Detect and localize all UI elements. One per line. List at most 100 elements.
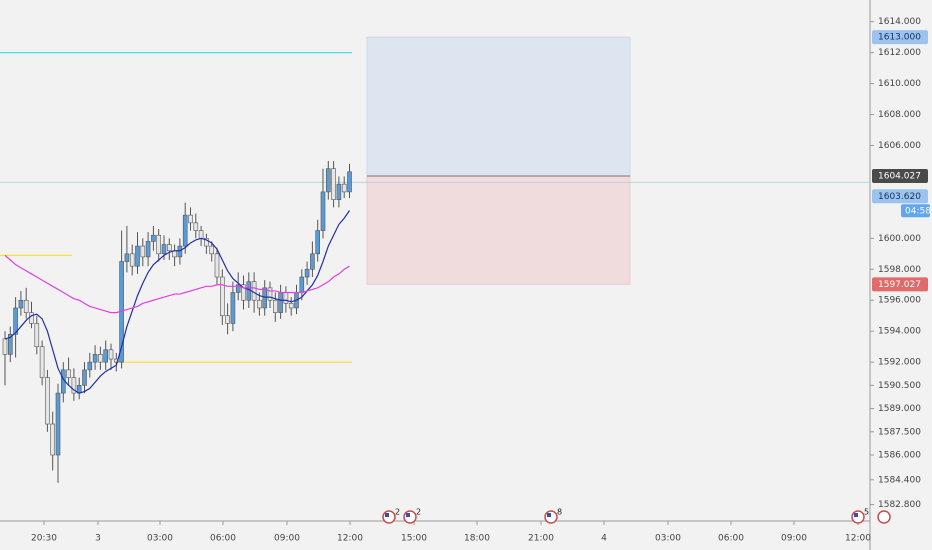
candle-body — [220, 276, 225, 317]
candle-body — [23, 299, 29, 313]
candle-body — [156, 234, 161, 255]
price-tag — [872, 189, 928, 204]
candle-body — [214, 253, 220, 278]
candle-body — [262, 287, 268, 309]
y-tick-label: 1612.000 — [878, 48, 921, 58]
candle-body — [129, 253, 135, 267]
candle-body — [45, 377, 50, 425]
y-tick-label: 1600.000 — [878, 234, 921, 244]
candle-body — [135, 245, 140, 267]
moving-average — [4, 254, 350, 314]
candle-body — [241, 284, 246, 301]
candle-body — [331, 168, 336, 200]
candle-body — [161, 244, 167, 255]
event-flag — [406, 513, 410, 517]
candle-body — [114, 358, 119, 363]
y-tick-label: 1608.000 — [878, 110, 921, 120]
price-tag-label: 1603.620 — [878, 192, 921, 202]
y-tick-label: 1606.000 — [878, 141, 921, 151]
candle-body — [204, 238, 209, 247]
candle-body — [320, 191, 326, 231]
candle-body — [92, 354, 98, 363]
x-tick-label: 06:00 — [210, 534, 236, 544]
candle-body — [98, 354, 103, 363]
candle-body — [347, 171, 352, 193]
candle-body — [188, 214, 193, 224]
candle-body — [145, 241, 151, 258]
candle-body — [272, 299, 278, 313]
x-tick-label: 09:00 — [781, 534, 807, 544]
event-count: 8 — [557, 508, 562, 517]
event-count: 2 — [395, 508, 400, 517]
candle-body — [246, 281, 252, 301]
candle-body — [140, 245, 146, 258]
event-flag — [854, 513, 858, 517]
candle-body — [103, 349, 108, 363]
x-tick-label: 21:00 — [528, 534, 554, 544]
x-tick-label: 12:00 — [845, 534, 871, 544]
countdown: 04:58 — [905, 206, 931, 216]
y-tick-label: 1610.000 — [878, 79, 921, 89]
price-tag — [872, 30, 928, 45]
candle-body — [39, 346, 45, 378]
price-tag — [872, 277, 928, 292]
candle-body — [283, 292, 289, 304]
candle-body — [257, 299, 262, 309]
candle-body — [209, 245, 214, 255]
y-tick-label: 1596.000 — [878, 296, 921, 306]
candle-body — [87, 361, 93, 371]
x-tick-label: 20:30 — [31, 534, 57, 544]
candle-body — [71, 377, 77, 394]
x-tick-label: 4 — [601, 534, 607, 544]
event-count: 5 — [864, 508, 869, 517]
x-tick-label: 15:00 — [401, 534, 427, 544]
candle-body — [278, 292, 283, 313]
countdown-box — [901, 204, 930, 218]
y-tick-label: 1592.000 — [878, 358, 921, 368]
candle-body — [108, 349, 114, 360]
y-tick-label: 1582.800 — [878, 500, 921, 510]
candle-body — [82, 369, 87, 386]
candle-body — [315, 230, 321, 255]
x-tick-label: 3 — [95, 534, 101, 544]
candle-body — [325, 168, 331, 193]
candle-body — [288, 303, 294, 309]
event-icon — [877, 510, 891, 524]
event-count: 2 — [416, 508, 421, 517]
moving-average — [4, 210, 350, 394]
candle-body — [177, 245, 183, 258]
candle-body — [310, 253, 315, 270]
y-tick-label: 1594.000 — [878, 327, 921, 337]
candle-body — [29, 312, 34, 324]
candle-body — [8, 333, 13, 355]
price-tag-label: 1613.000 — [878, 33, 921, 43]
price-tag-label: 1597.027 — [878, 280, 921, 290]
candle-body — [336, 183, 342, 200]
candle-body — [18, 299, 24, 309]
x-tick-label: 18:00 — [464, 534, 490, 544]
x-tick-label: 03:00 — [147, 534, 173, 544]
candle-body — [182, 214, 188, 247]
y-tick-label: 1587.500 — [878, 427, 921, 437]
price-tag — [872, 169, 928, 184]
candle-body — [267, 287, 273, 301]
y-tick-label: 1589.000 — [878, 404, 921, 414]
candle-body — [225, 315, 230, 324]
candle-body — [230, 292, 236, 324]
price-tag-label: 1604.027 — [878, 172, 921, 182]
candle-body — [299, 276, 305, 293]
x-tick-label: 06:00 — [718, 534, 744, 544]
candle-body — [124, 253, 130, 262]
event-flag — [547, 513, 551, 517]
candle-body — [50, 423, 56, 456]
candle-body — [167, 244, 172, 252]
candle-body — [2, 338, 8, 355]
stop-zone — [366, 175, 631, 285]
y-tick-label: 1586.000 — [878, 451, 921, 461]
candle-body — [341, 183, 347, 193]
candle-body — [66, 369, 71, 378]
candle-body — [304, 268, 310, 278]
candle-body — [13, 307, 18, 335]
y-tick-label: 1590.500 — [878, 381, 921, 391]
